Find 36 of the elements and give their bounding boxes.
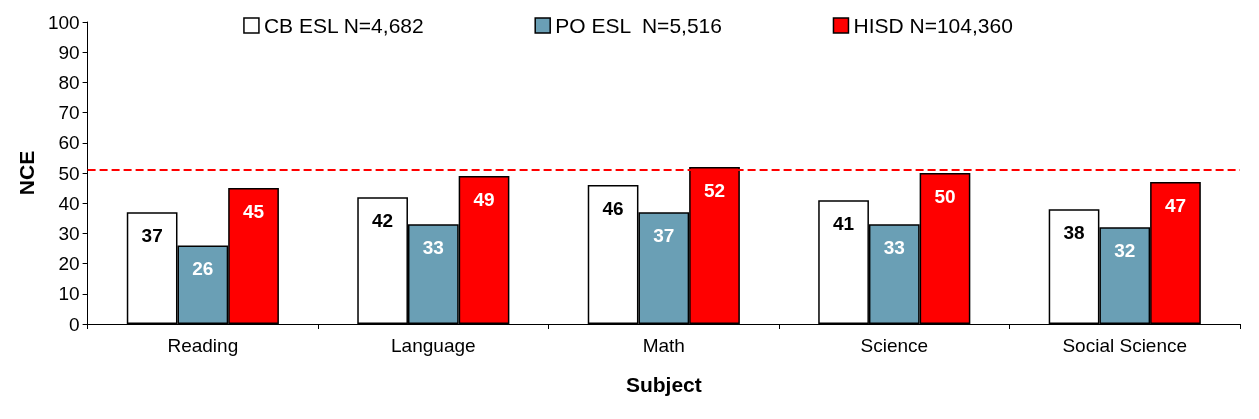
y-tick-label: 20 (58, 253, 80, 275)
data-label: 33 (883, 237, 905, 259)
x-tick-label: Social Science (1062, 335, 1188, 356)
legend-label: HISD N=104,360 (853, 14, 1013, 37)
y-axis-title: NCE (15, 150, 38, 196)
data-label: 41 (833, 213, 855, 235)
x-tick-label: Language (391, 335, 476, 356)
y-tick-label: 50 (58, 162, 80, 184)
data-label: 32 (1114, 240, 1136, 262)
data-label: 47 (1164, 195, 1187, 217)
data-label: 37 (141, 225, 163, 247)
x-tick-label: Math (642, 335, 685, 356)
y-tick-label: 80 (58, 71, 80, 93)
x-tick-label: Reading (167, 335, 239, 356)
y-tick-label: 30 (58, 222, 80, 244)
data-label: 52 (703, 179, 726, 201)
data-label: 38 (1063, 222, 1085, 244)
data-label: 50 (934, 186, 956, 207)
data-label: 33 (422, 237, 444, 259)
y-tick-label: 40 (58, 192, 80, 214)
data-label: 49 (473, 189, 495, 211)
y-tick-label: 0 (69, 313, 80, 335)
data-label: 26 (192, 258, 214, 280)
x-tick-label: Science (860, 335, 929, 356)
y-tick-label: 90 (58, 41, 80, 63)
y-tick-label: 60 (58, 132, 80, 154)
x-axis-title: Subject (625, 373, 702, 396)
y-tick-label: 100 (47, 11, 80, 33)
legend-label: CB ESL N=4,682 (263, 14, 424, 37)
y-tick-label: 10 (58, 283, 80, 305)
data-label: 37 (653, 225, 675, 247)
data-label: 42 (372, 210, 394, 232)
data-label: 45 (242, 201, 265, 223)
data-label: 46 (602, 198, 624, 220)
legend-label: PO ESL N=5,516 (555, 14, 722, 37)
y-tick-label: 70 (58, 102, 80, 124)
